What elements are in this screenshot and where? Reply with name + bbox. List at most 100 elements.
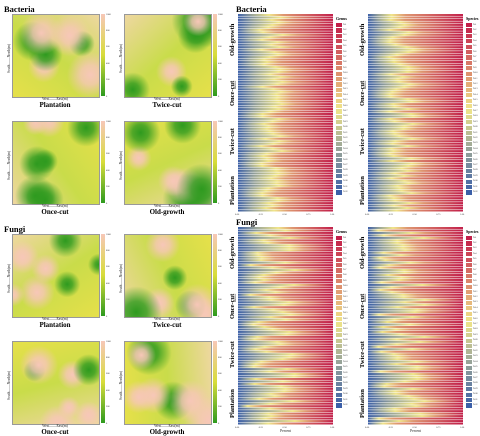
y-axis-label: South——North(m)	[7, 263, 11, 294]
bar-row	[238, 259, 333, 262]
legend-label: Ta20	[473, 126, 478, 129]
bar-row	[368, 246, 463, 249]
legend-swatch	[336, 295, 342, 300]
legend-label: Ta6	[343, 50, 347, 53]
bar-row	[368, 417, 463, 420]
colorbar	[101, 234, 105, 316]
bar-row	[238, 407, 333, 410]
bar-row	[238, 390, 333, 393]
habitat-axis-label: Habitat	[234, 81, 237, 90]
x-tick: 0.75	[306, 213, 311, 216]
legend-label: Ta4	[473, 39, 477, 42]
stacked-bar-chart	[368, 227, 463, 425]
bar-row	[238, 63, 333, 66]
bar-row	[368, 160, 463, 163]
bar-row	[368, 194, 463, 197]
colorbar-tick: 600	[106, 372, 110, 376]
legend-label: Ta16	[473, 317, 478, 320]
bar-row	[368, 155, 463, 158]
legend-swatch	[466, 174, 472, 179]
legend-label: Ta26	[473, 371, 478, 374]
legend-swatch	[466, 371, 472, 376]
bar-row	[238, 234, 333, 237]
bar-row	[238, 340, 333, 343]
colorbar-tick: 600	[106, 45, 110, 49]
legend-label: Ta28	[343, 169, 348, 172]
legend-label: Ta8	[473, 274, 477, 277]
bar-row	[368, 402, 463, 405]
bar-row	[238, 397, 333, 400]
bar-row	[368, 21, 463, 24]
legend-swatch	[466, 136, 472, 141]
legend-swatch	[336, 87, 342, 93]
right-section-title-bacteria: Bacteria	[236, 4, 267, 14]
bar-row	[238, 68, 333, 71]
colorbar	[213, 234, 217, 316]
bar-row	[368, 169, 463, 172]
bar-row	[368, 303, 463, 306]
y-axis-label: South——North(m)	[7, 43, 11, 74]
bar-row	[238, 306, 333, 309]
bar-row	[368, 326, 463, 328]
bar-row	[238, 23, 333, 26]
colorbar-tick: 800	[106, 135, 110, 139]
bar-row	[368, 75, 463, 78]
bar-row	[368, 291, 463, 294]
bar-row	[238, 98, 333, 101]
bar-row	[238, 108, 333, 111]
bar-row	[368, 392, 463, 395]
bar-row	[238, 125, 333, 128]
legend-swatch	[466, 252, 472, 257]
bar-row	[238, 202, 333, 205]
bar-row	[368, 83, 463, 86]
bar-row	[368, 412, 463, 415]
bar-row	[238, 36, 333, 39]
bar-row	[238, 239, 333, 242]
legend-label: Ta22	[473, 349, 478, 352]
legend-swatch	[466, 23, 472, 28]
bar-row	[368, 348, 463, 351]
legend-swatch	[466, 60, 472, 66]
bar-row	[368, 80, 463, 83]
legend-label: Ta22	[473, 136, 478, 139]
colorbar-tick: 400	[218, 168, 222, 172]
bar-row	[238, 184, 333, 187]
bar-row	[368, 93, 463, 96]
legend-label: Ta22	[343, 349, 348, 352]
legend-swatch	[336, 66, 342, 71]
bar-row	[238, 278, 333, 281]
legend-swatch	[336, 290, 342, 295]
legend-label: Ta18	[343, 115, 348, 118]
bar-row	[368, 407, 463, 410]
legend-label: Ta27	[343, 376, 348, 379]
legend-swatch	[466, 66, 472, 71]
legend-swatch	[336, 98, 342, 103]
bar-row	[238, 204, 333, 207]
bar-row	[368, 355, 463, 358]
legend-swatch	[336, 44, 342, 49]
bar-row	[238, 323, 333, 326]
legend-swatch	[336, 179, 342, 184]
legend-swatch	[336, 236, 342, 241]
legend-swatch	[466, 268, 472, 273]
section-title-fungi: Fungi	[4, 224, 26, 234]
bar-row	[238, 251, 333, 254]
legend-label: Ta1	[473, 23, 477, 26]
bar-row	[238, 281, 333, 284]
habitat-label: Twice-cut	[359, 341, 366, 369]
colorbar-tick: 600	[218, 265, 222, 269]
habitat-label: Twice-cut	[229, 128, 236, 156]
legend-label: Ta15	[473, 312, 478, 315]
bar-row	[368, 137, 463, 140]
x-tick: 0.00	[365, 426, 370, 429]
bar-row	[238, 73, 333, 76]
legend-label: Ta26	[343, 371, 348, 374]
colorbar	[213, 341, 217, 423]
legend-swatch	[466, 295, 472, 300]
bar-row	[238, 308, 333, 311]
bar-row	[368, 95, 463, 98]
legend-label: Ta5	[343, 258, 347, 261]
bar-row	[368, 382, 463, 385]
legend-swatch	[466, 398, 472, 403]
colorbar-tick: 1000	[218, 232, 223, 236]
